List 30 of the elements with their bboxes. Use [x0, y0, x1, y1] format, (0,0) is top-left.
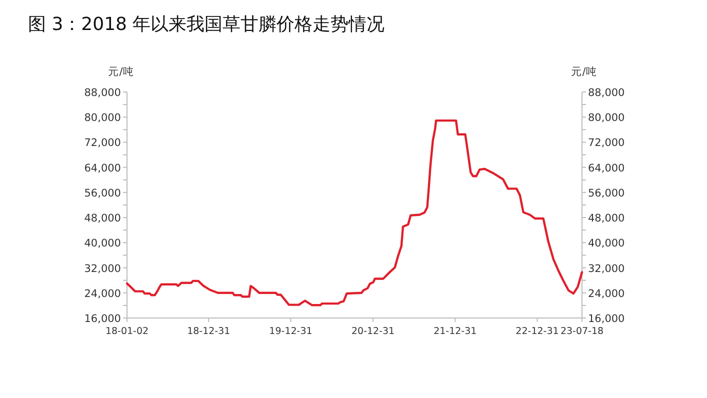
y-tick-label: 64,000: [84, 162, 121, 174]
y-axis-title: 元/吨: [108, 65, 134, 78]
y2-tick-label: 32,000: [588, 262, 625, 275]
y2-tick-label: 40,000: [588, 238, 625, 250]
x-tick-label: 23-07-18: [560, 326, 604, 337]
x-tick-label: 22-12-31: [516, 326, 559, 337]
y-tick-label: 88,000: [84, 87, 121, 99]
x-tick-label: 19-12-31: [269, 326, 312, 337]
y-tick-label: 16,000: [84, 313, 121, 325]
y2-tick-label: 64,000: [588, 162, 625, 174]
y2-tick-label: 48,000: [588, 212, 625, 225]
y2-tick-label: 24,000: [588, 288, 625, 300]
y2-tick-label: 16,000: [588, 313, 625, 325]
y2-tick-label: 88,000: [588, 87, 625, 99]
x-tick-label: 18-12-31: [187, 326, 230, 337]
title: 图 3：2018 年以来我国草甘膦价格走势情况: [28, 14, 385, 35]
y-tick-label: 32,000: [84, 262, 121, 275]
y-tick-label: 24,000: [84, 288, 121, 300]
y2-tick-label: 56,000: [588, 187, 625, 200]
y-tick-label: 80,000: [84, 112, 121, 124]
x-tick-label: 21-12-31: [434, 326, 477, 337]
y2-axis-title: 元/吨: [571, 65, 597, 78]
y2-tick-label: 72,000: [588, 137, 625, 150]
y-tick-label: 72,000: [84, 137, 121, 150]
y-tick-label: 56,000: [84, 187, 121, 200]
y-tick-label: 40,000: [84, 238, 121, 250]
y-tick-label: 48,000: [84, 212, 121, 225]
x-tick-label: 20-12-31: [351, 326, 395, 337]
y2-tick-label: 80,000: [588, 112, 625, 124]
x-tick-label: 18-01-02: [105, 326, 149, 337]
